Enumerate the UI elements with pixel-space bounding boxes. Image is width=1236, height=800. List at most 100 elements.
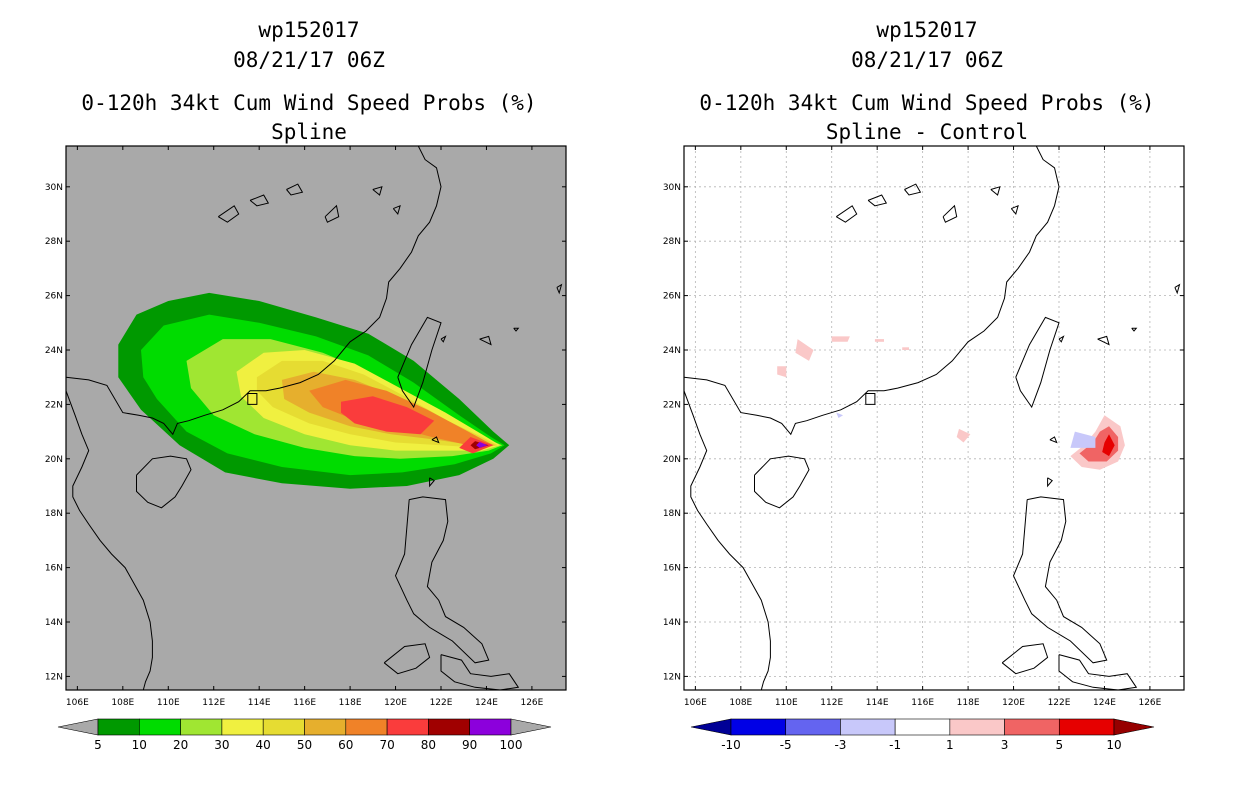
storm-id-title: wp152017 xyxy=(258,18,360,42)
colorbar-label: 1 xyxy=(946,738,954,752)
coastline xyxy=(865,393,876,405)
x-tick-label: 120E xyxy=(1002,698,1025,708)
coastline xyxy=(1131,327,1138,332)
colorbar-box xyxy=(304,718,347,736)
colorbar-label: 5 xyxy=(1055,738,1063,752)
x-tick-label: 106E xyxy=(66,698,89,708)
x-tick-label: 120E xyxy=(384,698,407,708)
right-panel: wp152017 08/21/17 06Z 0-120h 34kt Cum Wi… xyxy=(618,0,1236,800)
x-tick-label: 126E xyxy=(1138,698,1161,708)
contour-level-1 xyxy=(831,336,850,342)
coastline xyxy=(556,283,563,295)
x-tick-label: 110E xyxy=(775,698,798,708)
colorbar-label: 80 xyxy=(421,738,436,752)
y-tick-label: 20N xyxy=(45,455,63,465)
coastline xyxy=(1012,496,1108,664)
colorbar-label: -10 xyxy=(721,738,741,752)
y-tick-label: 14N xyxy=(45,618,63,628)
contour-level-1 xyxy=(874,339,884,342)
coastline xyxy=(684,390,771,690)
contour-level-neg1 xyxy=(1070,431,1096,448)
colorbar-box xyxy=(840,718,896,736)
colorbar-box xyxy=(1004,718,1060,736)
y-tick-label: 24N xyxy=(45,346,63,356)
colorbar-box xyxy=(894,718,951,736)
colorbar-box xyxy=(386,718,429,736)
method-title: Spline - Control xyxy=(825,120,1029,144)
contour-level-1 xyxy=(902,347,909,350)
coastline xyxy=(1015,316,1060,409)
coastline xyxy=(942,204,958,223)
colorbar-box xyxy=(730,718,787,736)
contour-level-90 xyxy=(476,441,488,448)
coastline xyxy=(1058,654,1138,690)
colorbar-label: 30 xyxy=(214,738,229,752)
y-tick-label: 12N xyxy=(663,672,681,682)
coastline xyxy=(431,436,440,444)
coastline xyxy=(324,204,340,223)
colorbar-box xyxy=(139,718,181,736)
coastline xyxy=(383,643,431,675)
colorbar-label: 10 xyxy=(132,738,147,752)
coastline xyxy=(754,455,810,509)
x-tick-label: 124E xyxy=(475,698,498,708)
x-tick-label: 118E xyxy=(957,698,980,708)
coastline xyxy=(1010,204,1019,216)
contour-level-70 xyxy=(341,396,435,435)
colorbar-box xyxy=(221,718,264,736)
colorbar: 5 10 20 30 40 50 60 70 80 90 100 xyxy=(57,718,552,752)
y-tick-label: 14N xyxy=(663,618,681,628)
coastline xyxy=(372,186,383,196)
coastline xyxy=(1174,283,1181,295)
plot-frame xyxy=(683,145,1185,691)
x-tick-label: 116E xyxy=(293,698,316,708)
colorbar-box xyxy=(1058,718,1115,736)
colorbar-label: -5 xyxy=(780,738,792,752)
x-tick-label: 108E xyxy=(111,698,134,708)
colorbar-label: 5 xyxy=(94,738,102,752)
x-tick-label: 112E xyxy=(820,698,843,708)
colorbar-label: 20 xyxy=(173,738,188,752)
colorbar-label: 3 xyxy=(1001,738,1009,752)
plot-frame xyxy=(65,145,567,691)
coastline xyxy=(249,194,270,207)
x-tick-label: 124E xyxy=(1093,698,1116,708)
colorbar-box xyxy=(785,718,841,736)
datetime-title: 08/21/17 06Z xyxy=(851,48,1003,72)
product-title: 0-120h 34kt Cum Wind Speed Probs (%) xyxy=(699,91,1155,115)
colorbar-label: 100 xyxy=(500,738,523,752)
colorbar-under-triangle xyxy=(57,718,99,736)
colorbar-label: -3 xyxy=(834,738,846,752)
coastline xyxy=(440,335,447,343)
coastline xyxy=(1097,335,1110,346)
contour-level-1 xyxy=(956,428,971,443)
colorbar-label: 50 xyxy=(297,738,312,752)
colorbar-box xyxy=(469,718,512,736)
product-title: 0-120h 34kt Cum Wind Speed Probs (%) xyxy=(81,91,537,115)
x-tick-label: 116E xyxy=(911,698,934,708)
y-tick-label: 22N xyxy=(663,400,681,410)
y-tick-label: 18N xyxy=(663,509,681,519)
colorbar-box xyxy=(428,718,470,736)
coastline xyxy=(990,186,1001,196)
colorbar-box xyxy=(949,718,1005,736)
datetime-title: 08/21/17 06Z xyxy=(233,48,385,72)
x-tick-label: 108E xyxy=(729,698,752,708)
x-tick-label: 118E xyxy=(339,698,362,708)
coastline xyxy=(1001,643,1049,675)
storm-id-title: wp152017 xyxy=(876,18,978,42)
colorbar-label: 60 xyxy=(338,738,353,752)
x-tick-label: 126E xyxy=(520,698,543,708)
colorbar-label: 70 xyxy=(379,738,394,752)
difference-map: 106E 108E 110E 112E 114E 116E 118E 120E 122E 124E… xyxy=(663,145,1185,752)
x-tick-label: 122E xyxy=(1048,698,1071,708)
colorbar-box xyxy=(180,718,223,736)
coastline xyxy=(392,204,401,216)
coastline xyxy=(1049,436,1058,444)
method-title: Spline xyxy=(271,120,347,144)
left-panel: wp152017 08/21/17 06Z 0-120h 34kt Cum Wi… xyxy=(45,18,567,752)
colorbar-over-triangle xyxy=(1113,718,1155,736)
contour-level-1 xyxy=(795,339,814,361)
y-tick-label: 26N xyxy=(45,292,63,302)
plot-content xyxy=(684,146,1184,690)
